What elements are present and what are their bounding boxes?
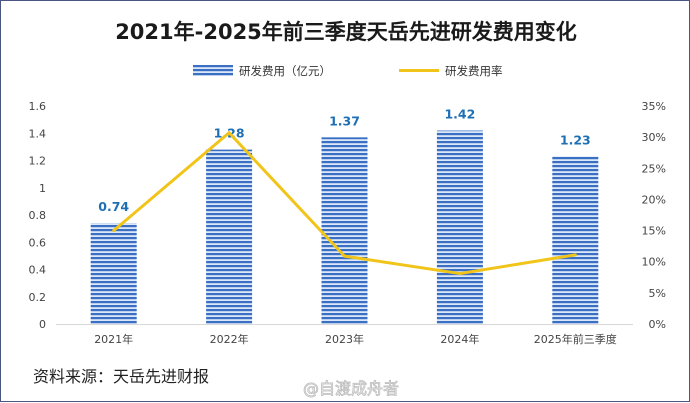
- bar-data-label: 0.74: [98, 199, 129, 214]
- y-right-tick: 10%: [642, 256, 666, 269]
- y-left-tick: 0: [39, 318, 46, 331]
- watermark: @自渡成舟者: [303, 379, 399, 398]
- rate-point: [227, 131, 231, 135]
- rate-point: [343, 254, 346, 258]
- y-left-tick: 0.4: [29, 264, 47, 277]
- x-tick: 2024年: [440, 332, 479, 346]
- rate-point: [458, 272, 462, 276]
- x-tick: 2025年前三季度: [534, 332, 617, 346]
- chart-title: 2021年-2025年前三季度天岳先进研发费用变化: [115, 20, 577, 44]
- rate-point: [112, 229, 116, 233]
- legend-bar-label: 研发费用（亿元）: [239, 64, 331, 78]
- x-tick: 2023年: [325, 332, 364, 346]
- bar: [206, 149, 253, 324]
- y-left-tick: 0.6: [29, 236, 47, 249]
- rate-point: [573, 253, 577, 257]
- y-left-tick: 0.8: [29, 209, 47, 222]
- bar: [552, 156, 599, 324]
- legend: 研发费用（亿元） 研发费用率: [193, 64, 503, 78]
- y-right-tick: 15%: [642, 225, 666, 238]
- bar: [90, 223, 137, 324]
- x-tick: 2022年: [210, 332, 249, 346]
- y-left-tick: 1: [39, 182, 46, 195]
- y-right-tick: 30%: [642, 131, 666, 144]
- bar-data-label: 1.37: [329, 113, 360, 128]
- y-right-tick: 0%: [649, 318, 666, 331]
- bar-data-label: 1.23: [560, 132, 591, 147]
- source-note: 资料来源：天岳先进财报: [33, 367, 209, 386]
- bar: [321, 137, 368, 324]
- y-right-tick: 5%: [649, 287, 666, 300]
- y-right-tick: 20%: [642, 193, 666, 206]
- y-left-tick: 0.2: [29, 291, 47, 304]
- legend-line-label: 研发费用率: [445, 64, 503, 78]
- y-left-tick: 1.4: [29, 127, 47, 140]
- bar-data-label: 1.42: [444, 107, 475, 122]
- y-left-tick: 1.2: [29, 155, 47, 168]
- bar: [436, 130, 483, 324]
- legend-bar-swatch: [193, 65, 233, 76]
- y-right-tick: 35%: [642, 100, 666, 113]
- y-left-tick: 1.6: [29, 100, 47, 113]
- y-right-tick: 25%: [642, 162, 666, 175]
- x-tick: 2021年: [94, 332, 133, 346]
